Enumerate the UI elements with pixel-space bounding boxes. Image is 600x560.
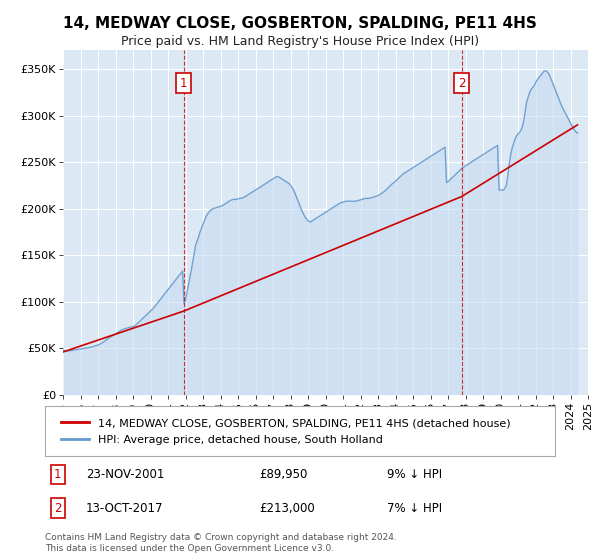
- Text: 14, MEDWAY CLOSE, GOSBERTON, SPALDING, PE11 4HS: 14, MEDWAY CLOSE, GOSBERTON, SPALDING, P…: [63, 16, 537, 31]
- Text: 13-OCT-2017: 13-OCT-2017: [86, 502, 163, 515]
- Text: 23-NOV-2001: 23-NOV-2001: [86, 468, 164, 481]
- Text: £89,950: £89,950: [259, 468, 308, 481]
- Text: 1: 1: [54, 468, 62, 481]
- Text: 2: 2: [458, 77, 466, 90]
- Text: 7% ↓ HPI: 7% ↓ HPI: [387, 502, 442, 515]
- Text: 1: 1: [180, 77, 187, 90]
- Text: Price paid vs. HM Land Registry's House Price Index (HPI): Price paid vs. HM Land Registry's House …: [121, 35, 479, 48]
- Text: £213,000: £213,000: [259, 502, 315, 515]
- Legend: 14, MEDWAY CLOSE, GOSBERTON, SPALDING, PE11 4HS (detached house), HPI: Average p: 14, MEDWAY CLOSE, GOSBERTON, SPALDING, P…: [56, 412, 516, 451]
- Text: 2: 2: [54, 502, 62, 515]
- Text: Contains HM Land Registry data © Crown copyright and database right 2024.
This d: Contains HM Land Registry data © Crown c…: [45, 533, 397, 553]
- Text: 9% ↓ HPI: 9% ↓ HPI: [387, 468, 442, 481]
